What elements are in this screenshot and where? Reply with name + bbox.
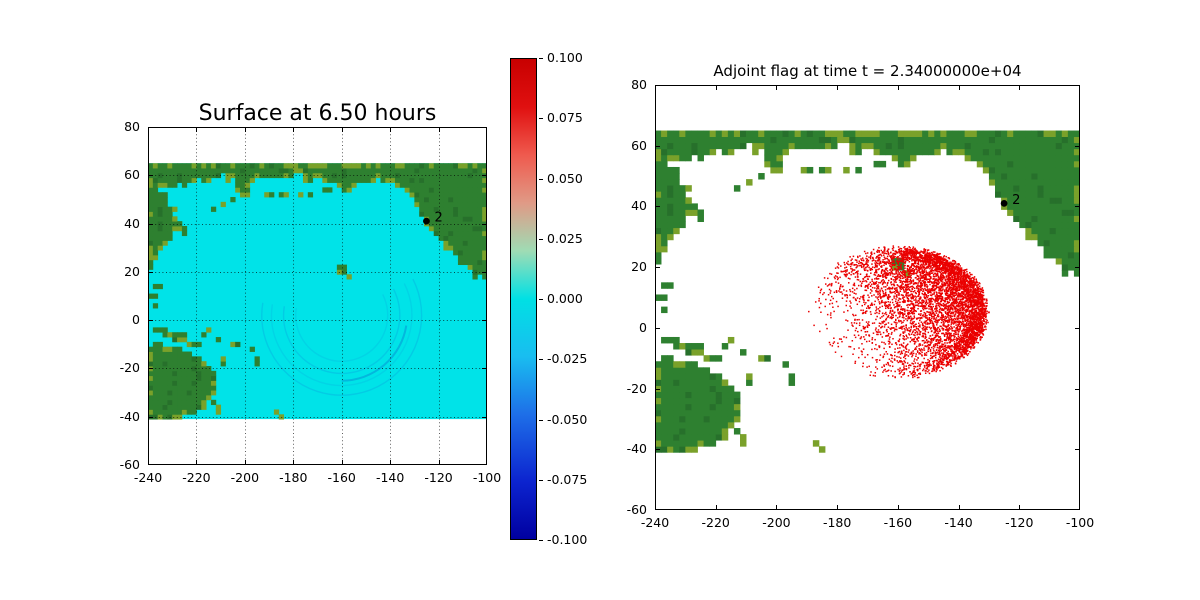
x-tick-label: -240: [640, 515, 670, 530]
x-tick-label: -180: [279, 470, 308, 485]
y-tick-label: -20: [119, 360, 140, 376]
y-tick-label: -60: [626, 501, 647, 517]
y-tick-label: 40: [124, 215, 140, 231]
y-tick-label: 60: [631, 137, 647, 153]
adjoint-plot-title: Adjoint flag at time t = 2.34000000e+04: [713, 62, 1022, 80]
x-tick-label: -120: [424, 470, 453, 485]
colorbar-tick-label: 0.100: [547, 49, 583, 65]
x-tick-label: -180: [822, 515, 852, 530]
y-tick-label: 40: [631, 198, 647, 214]
x-tick-label: -140: [375, 470, 405, 485]
surface-plot-title: Surface at 6.50 hours: [198, 101, 437, 126]
y-tick-label: 80: [124, 118, 140, 134]
colorbar-tick-label: -0.025: [547, 351, 588, 366]
colorbar-tick-label: 0.050: [547, 170, 583, 186]
colorbar-tick-mark: [539, 178, 543, 180]
colorbar-tick-mark: [539, 238, 543, 240]
y-tick-label: 80: [631, 76, 647, 92]
y-tick-label: 0: [639, 319, 647, 335]
colorbar-tick-label: 0.025: [547, 230, 583, 246]
x-tick-label: -160: [327, 470, 356, 485]
y-tick-label: -20: [626, 380, 647, 396]
x-tick-label: -120: [1005, 515, 1034, 530]
colorbar-tick-label: 0.000: [547, 290, 583, 306]
colorbar-tick-label: -0.100: [547, 531, 588, 547]
y-tick-label: -60: [119, 456, 140, 472]
x-tick-label: -220: [701, 515, 730, 530]
y-tick-label: 60: [124, 167, 140, 183]
colorbar: [510, 58, 537, 540]
x-tick-label: -200: [762, 515, 791, 530]
colorbar-tick-mark: [539, 359, 543, 361]
x-tick-label: -220: [182, 470, 211, 485]
x-tick-label: -200: [230, 470, 260, 485]
x-tick-label: -100: [1065, 515, 1095, 530]
colorbar-tick-mark: [539, 58, 543, 59]
y-tick-label: 20: [631, 258, 647, 274]
x-tick-label: -100: [472, 470, 502, 485]
colorbar-tick-mark: [539, 118, 543, 120]
colorbar-tick-mark: [539, 299, 543, 300]
x-tick-label: -160: [883, 515, 913, 530]
colorbar-tick-label: -0.050: [547, 411, 588, 427]
colorbar-tick-label: 0.075: [547, 110, 583, 125]
surface-map: [148, 127, 487, 465]
x-tick-label: -240: [133, 470, 163, 485]
y-tick-label: 20: [124, 263, 140, 279]
colorbar-tick-mark: [539, 479, 543, 481]
x-tick-label: -140: [944, 515, 973, 530]
colorbar-tick-mark: [539, 419, 543, 421]
colorbar-tick-mark: [539, 540, 543, 541]
adjoint-flag-map: [655, 85, 1080, 510]
y-tick-label: 0: [132, 311, 140, 327]
y-tick-label: -40: [626, 441, 647, 457]
y-tick-label: -40: [119, 408, 140, 424]
colorbar-tick-label: -0.075: [547, 471, 588, 487]
